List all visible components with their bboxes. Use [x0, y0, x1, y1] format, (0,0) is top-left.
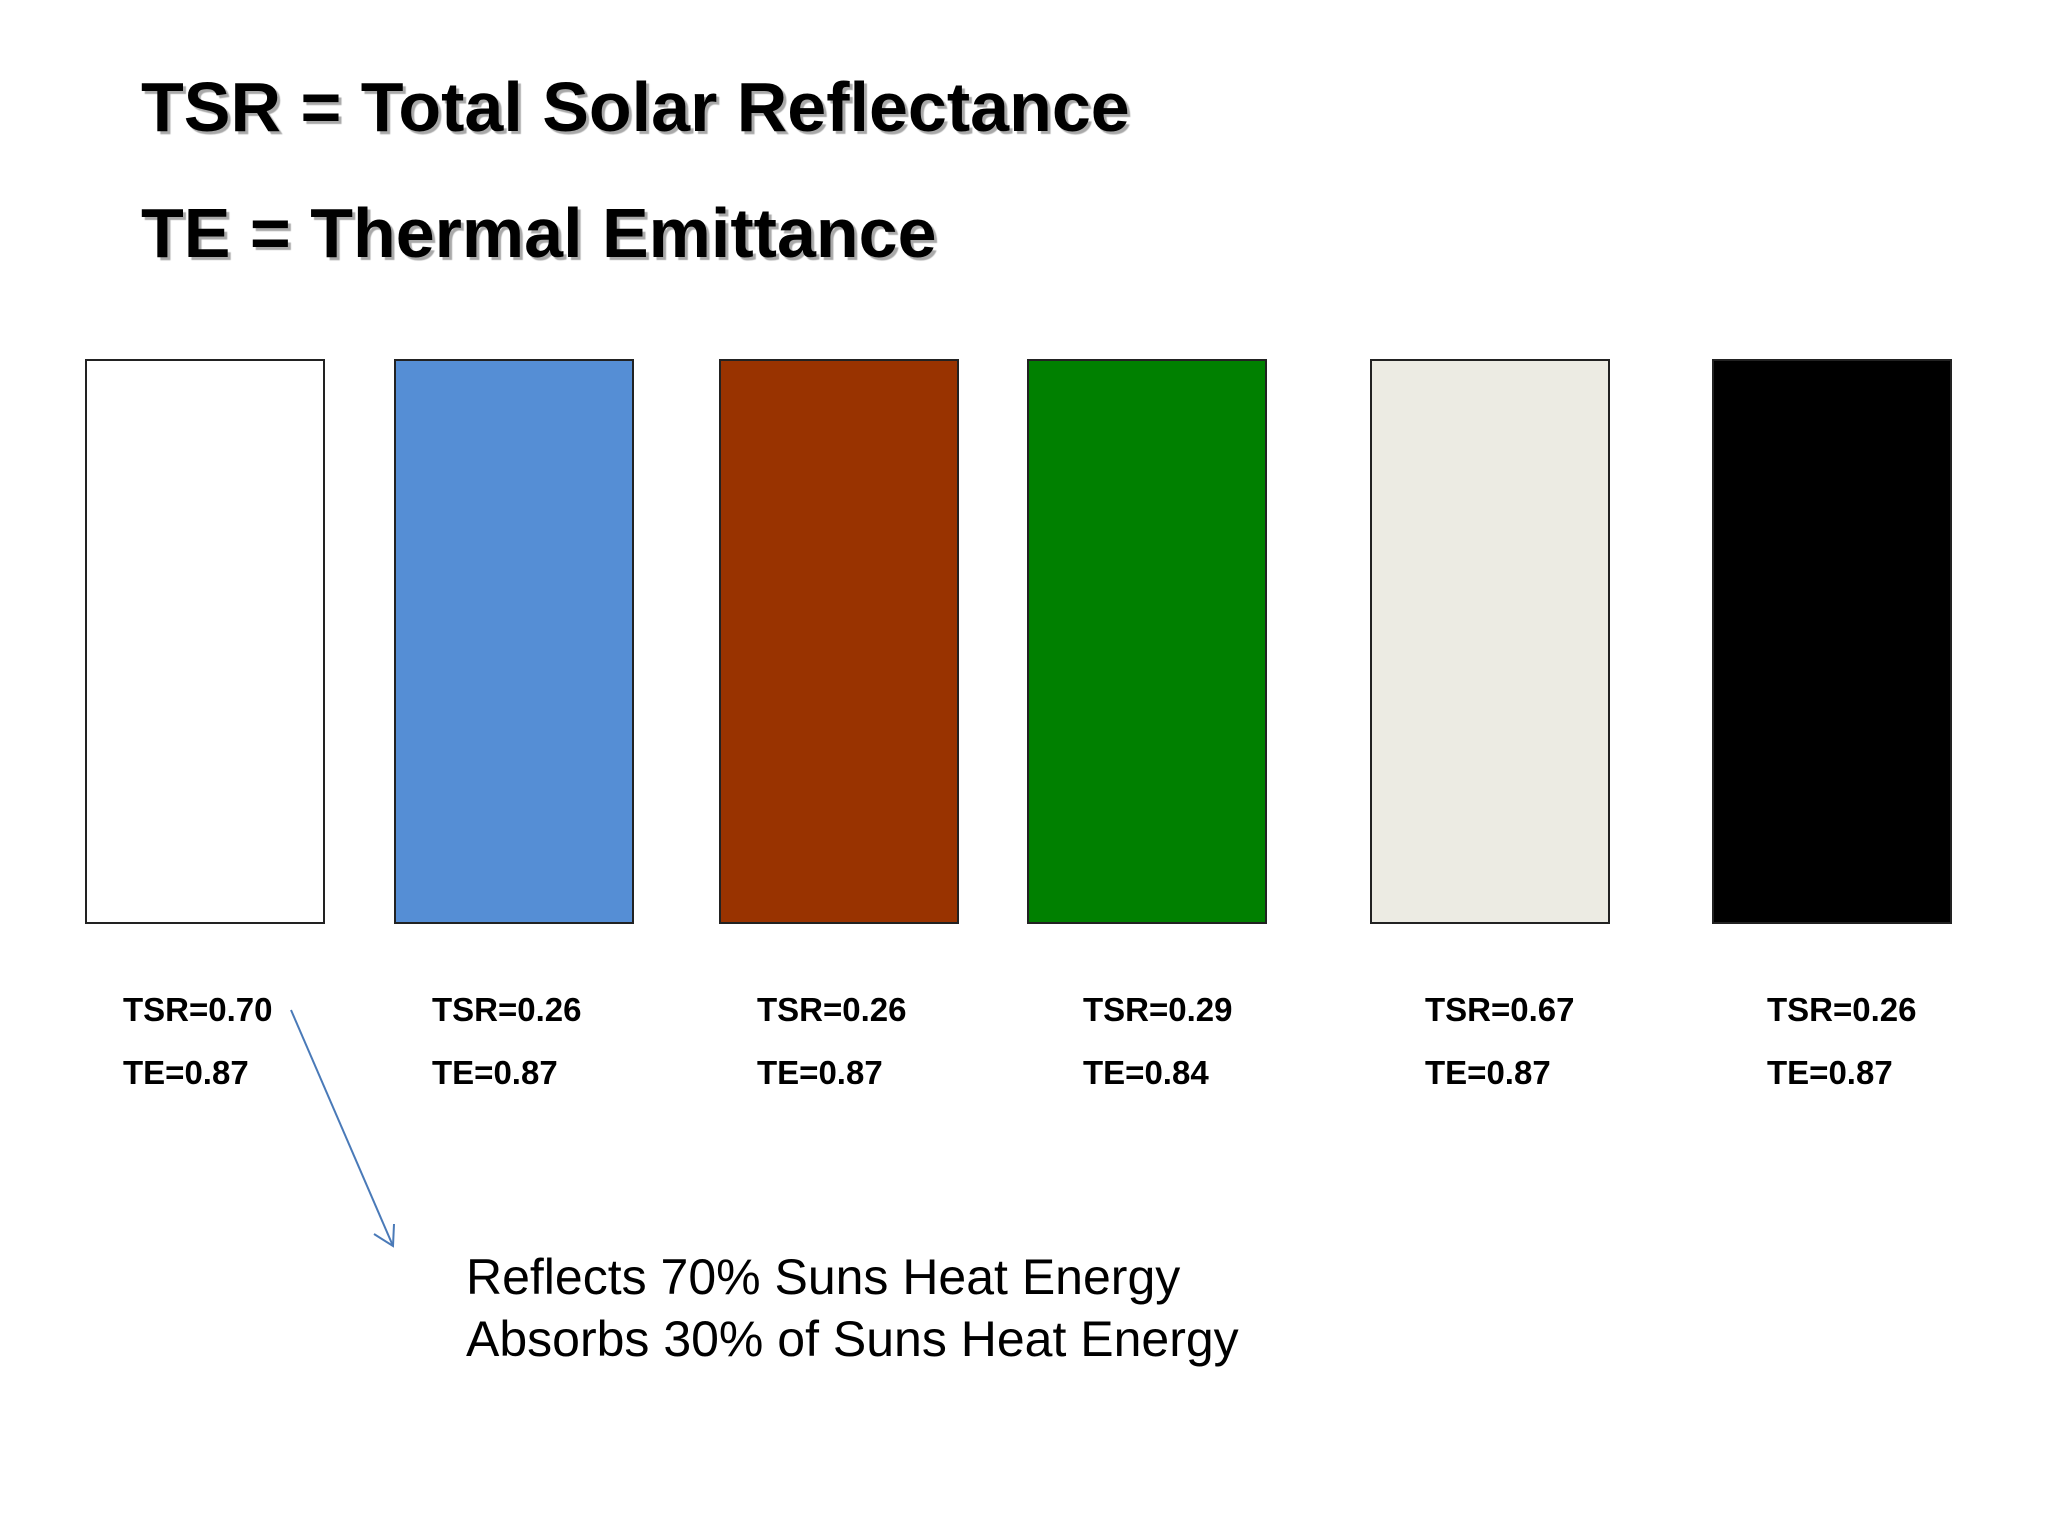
swatch-terracotta-tsr-label: TSR=0.26	[757, 991, 907, 1028]
swatch-blue	[394, 359, 634, 924]
swatch-ivory	[1370, 359, 1610, 924]
swatch-black	[1712, 359, 1952, 924]
swatch-black-tsr-label: TSR=0.26	[1767, 991, 1917, 1028]
swatch-white-tsr-label: TSR=0.70	[123, 991, 273, 1028]
swatch-white	[85, 359, 325, 924]
swatch-terracotta-te-label: TE=0.87	[757, 1054, 883, 1091]
swatch-green-tsr-label: TSR=0.29	[1083, 991, 1233, 1028]
tsr-definition-heading: TSR = Total Solar Reflectance	[141, 68, 1130, 146]
swatch-ivory-tsr-label: TSR=0.67	[1425, 991, 1575, 1028]
swatch-terracotta	[719, 359, 959, 924]
swatch-blue-te-label: TE=0.87	[432, 1054, 558, 1091]
swatch-ivory-te-label: TE=0.87	[1425, 1054, 1551, 1091]
callout-arrow-head	[373, 1223, 395, 1248]
callout-arrow-shaft	[290, 1009, 394, 1247]
callout-reflects-text: Reflects 70% Suns Heat Energy	[466, 1249, 1181, 1305]
swatch-green	[1027, 359, 1267, 924]
swatch-blue-tsr-label: TSR=0.26	[432, 991, 582, 1028]
swatch-green-te-label: TE=0.84	[1083, 1054, 1209, 1091]
swatch-white-te-label: TE=0.87	[123, 1054, 249, 1091]
swatch-black-te-label: TE=0.87	[1767, 1054, 1893, 1091]
callout-absorbs-text: Absorbs 30% of Suns Heat Energy	[466, 1311, 1239, 1367]
te-definition-heading: TE = Thermal Emittance	[141, 194, 937, 272]
